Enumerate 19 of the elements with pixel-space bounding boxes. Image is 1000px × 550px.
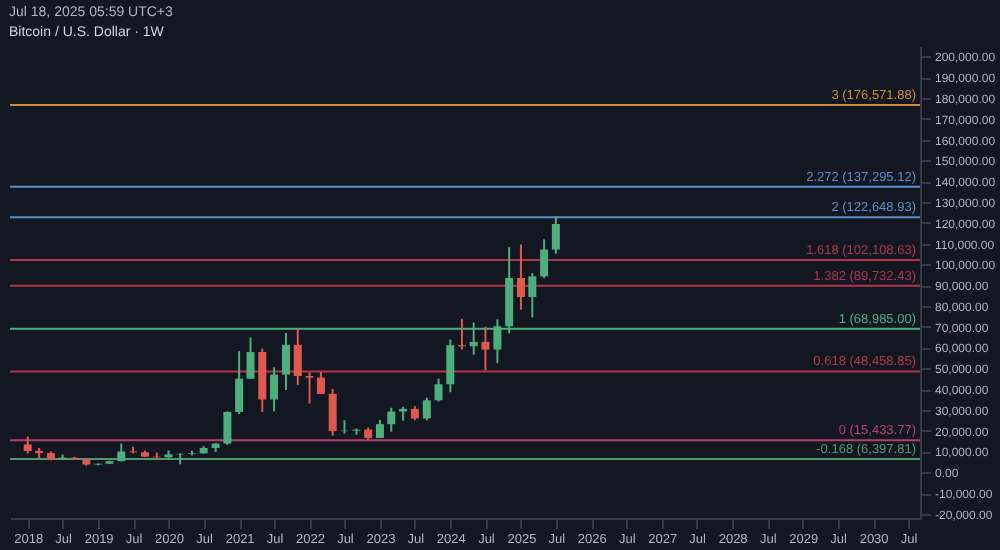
candlestick xyxy=(481,325,490,372)
candlestick xyxy=(528,272,537,319)
candlestick xyxy=(235,350,244,416)
candlestick xyxy=(293,327,302,386)
candlestick xyxy=(246,336,255,380)
candlestick xyxy=(387,406,396,433)
candlestick xyxy=(434,377,443,403)
candlestick xyxy=(305,371,314,405)
candlestick xyxy=(328,388,337,437)
candlestick xyxy=(258,347,267,413)
candlestick xyxy=(516,243,525,311)
candlestick xyxy=(422,396,431,422)
candlestick xyxy=(223,410,232,446)
candlestick xyxy=(375,418,384,439)
candlestick xyxy=(270,366,279,413)
candlestick xyxy=(551,215,560,255)
candlestick xyxy=(446,338,455,394)
candlestick xyxy=(540,238,549,280)
candlestick xyxy=(457,317,466,351)
